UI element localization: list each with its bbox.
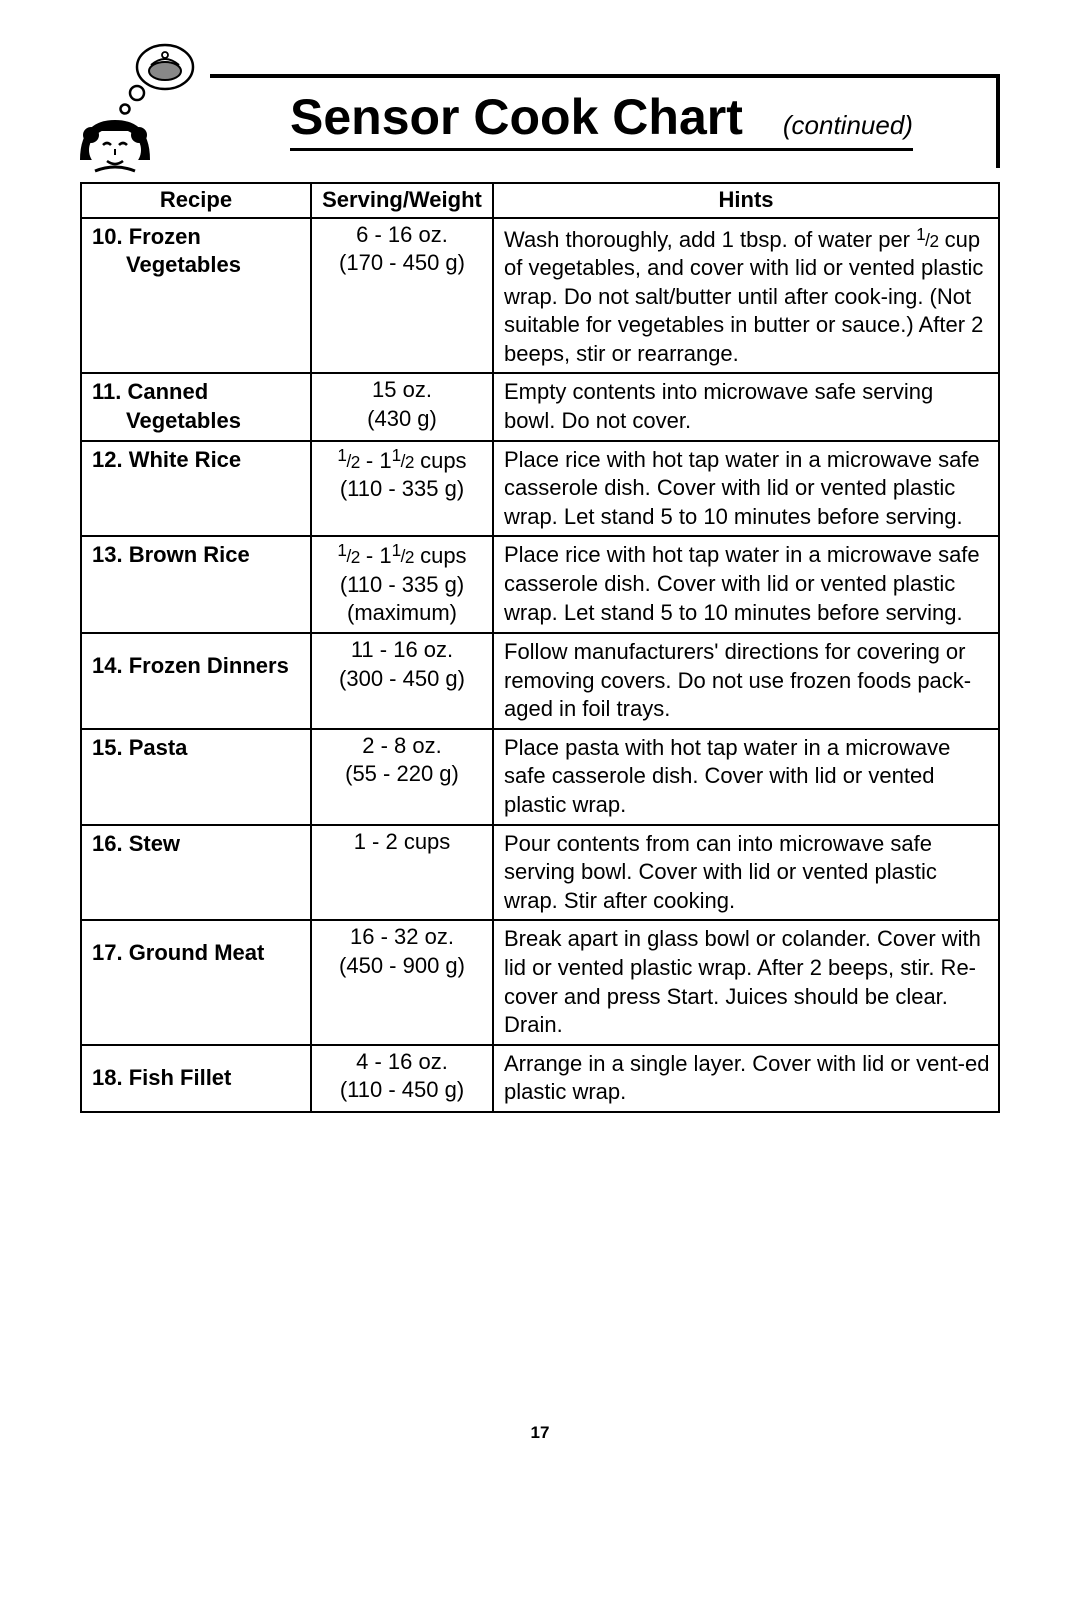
hints-cell: Follow manufacturers' directions for cov…	[493, 633, 999, 729]
recipe-cell: 17. Ground Meat	[81, 920, 311, 1044]
table-row: 14. Frozen Dinners11 - 16 oz.(300 - 450 …	[81, 633, 999, 729]
recipe-cell: 11. CannedVegetables	[81, 373, 311, 440]
serving-weight-cell: 11 - 16 oz.(300 - 450 g)	[311, 633, 493, 729]
hints-cell: Place rice with hot tap water in a micro…	[493, 441, 999, 537]
header: Sensor Cook Chart (continued)	[80, 60, 1000, 170]
col-recipe: Recipe	[81, 183, 311, 218]
table-row: 18. Fish Fillet4 - 16 oz.(110 - 450 g)Ar…	[81, 1045, 999, 1112]
table-row: 15. Pasta2 - 8 oz.(55 - 220 g)Place past…	[81, 729, 999, 825]
hints-cell: Pour contents from can into microwave sa…	[493, 825, 999, 921]
hints-cell: Empty contents into microwave safe servi…	[493, 373, 999, 440]
col-hints: Hints	[493, 183, 999, 218]
recipe-cell: 15. Pasta	[81, 729, 311, 825]
serving-weight-cell: 6 - 16 oz.(170 - 450 g)	[311, 218, 493, 374]
page-title: Sensor Cook Chart	[290, 88, 743, 146]
table-row: 17. Ground Meat16 - 32 oz.(450 - 900 g)B…	[81, 920, 999, 1044]
serving-weight-cell: 4 - 16 oz.(110 - 450 g)	[311, 1045, 493, 1112]
serving-weight-cell: 1/2 - 11/2 cups(110 - 335 g)	[311, 441, 493, 537]
hints-cell: Place pasta with hot tap water in a micr…	[493, 729, 999, 825]
table-body: 10. FrozenVegetables6 - 16 oz.(170 - 450…	[81, 218, 999, 1112]
table-row: 12. White Rice1/2 - 11/2 cups(110 - 335 …	[81, 441, 999, 537]
hints-cell: Wash thoroughly, add 1 tbsp. of water pe…	[493, 218, 999, 374]
table-row: 13. Brown Rice1/2 - 11/2 cups(110 - 335 …	[81, 536, 999, 633]
recipe-cell: 14. Frozen Dinners	[81, 633, 311, 729]
table-header-row: Recipe Serving/Weight Hints	[81, 183, 999, 218]
page-number: 17	[80, 1423, 1000, 1443]
hints-cell: Place rice with hot tap water in a micro…	[493, 536, 999, 633]
serving-weight-cell: 1/2 - 11/2 cups(110 - 335 g)(maximum)	[311, 536, 493, 633]
hints-cell: Break apart in glass bowl or colander. C…	[493, 920, 999, 1044]
col-serving-weight: Serving/Weight	[311, 183, 493, 218]
serving-weight-cell: 16 - 32 oz.(450 - 900 g)	[311, 920, 493, 1044]
recipe-cell: 18. Fish Fillet	[81, 1045, 311, 1112]
hints-cell: Arrange in a single layer. Cover with li…	[493, 1045, 999, 1112]
recipe-cell: 16. Stew	[81, 825, 311, 921]
serving-weight-cell: 2 - 8 oz.(55 - 220 g)	[311, 729, 493, 825]
table-row: 11. CannedVegetables15 oz.(430 g)Empty c…	[81, 373, 999, 440]
title-bar: Sensor Cook Chart (continued)	[210, 74, 1000, 168]
chef-thought-icon	[65, 35, 200, 175]
table-row: 10. FrozenVegetables6 - 16 oz.(170 - 450…	[81, 218, 999, 374]
serving-weight-cell: 15 oz.(430 g)	[311, 373, 493, 440]
recipe-cell: 13. Brown Rice	[81, 536, 311, 633]
serving-weight-cell: 1 - 2 cups	[311, 825, 493, 921]
table-row: 16. Stew1 - 2 cupsPour contents from can…	[81, 825, 999, 921]
recipe-cell: 12. White Rice	[81, 441, 311, 537]
recipe-cell: 10. FrozenVegetables	[81, 218, 311, 374]
cook-chart-table: Recipe Serving/Weight Hints 10. FrozenVe…	[80, 182, 1000, 1113]
continued-label: (continued)	[743, 110, 913, 145]
page: Sensor Cook Chart (continued) Recipe Ser…	[80, 60, 1000, 1443]
